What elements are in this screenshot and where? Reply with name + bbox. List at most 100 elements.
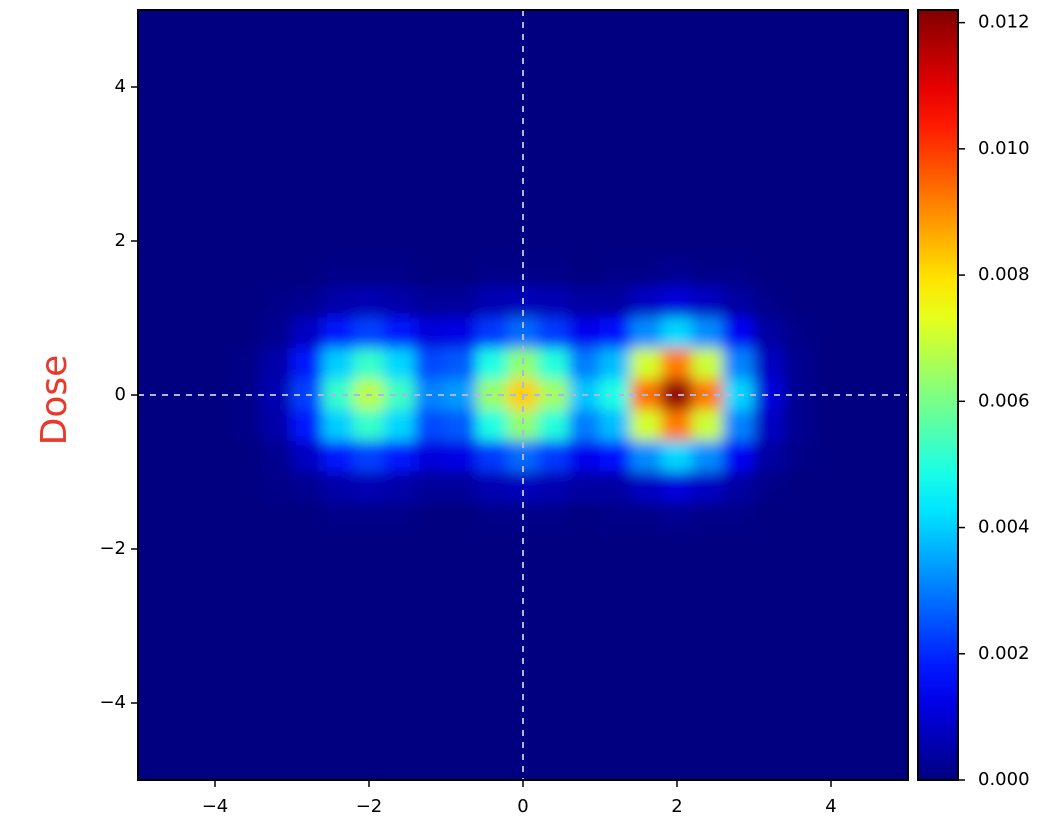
heat-cell [138, 409, 170, 442]
heat-cell [507, 533, 539, 565]
heat-cell [414, 317, 447, 350]
heat-cell [138, 286, 170, 319]
heat-cell [599, 132, 632, 165]
heat-cell [168, 625, 201, 658]
heat-cell [568, 471, 601, 504]
heat-cell [476, 163, 509, 196]
heat-cell [599, 255, 632, 288]
heat-cell [753, 656, 786, 689]
heat-cell [414, 563, 447, 596]
heat-cell [322, 40, 355, 73]
heat-cell [630, 687, 663, 719]
heat-cell [599, 533, 632, 565]
heat-cell [291, 255, 324, 288]
heat-cell [138, 656, 170, 689]
colorbar [917, 9, 959, 781]
heat-cell [537, 717, 570, 750]
heat-cell [199, 409, 231, 442]
heat-cell [568, 255, 601, 288]
heat-cell [876, 286, 908, 319]
heat-cell [260, 409, 293, 442]
heat-cell [260, 563, 293, 596]
heat-cell [876, 687, 908, 719]
heat-cell [722, 71, 755, 103]
heat-cell [815, 533, 847, 565]
heat-cell [722, 10, 755, 42]
heat-cell [876, 348, 908, 381]
heat-cell [260, 317, 293, 350]
heat-cell [722, 717, 755, 750]
heat-cell [630, 502, 663, 535]
heat-cell [845, 625, 878, 658]
heat-cell [845, 255, 878, 288]
heat-cell [414, 132, 447, 165]
heat-cell [322, 379, 355, 411]
heat-cell [784, 225, 817, 257]
heat-cell [138, 471, 170, 504]
heat-cell [568, 132, 601, 165]
heat-cell [753, 594, 786, 627]
heat-cell [168, 656, 201, 689]
heat-cell [753, 687, 786, 719]
heat-cell [568, 317, 601, 350]
heat-cell [383, 225, 416, 257]
heat-cell [722, 533, 755, 565]
heat-cell [291, 471, 324, 504]
heat-cell [199, 687, 231, 719]
heat-cell [630, 317, 663, 350]
heat-cell [476, 225, 509, 257]
heat-cell [353, 625, 385, 658]
heat-cell [229, 348, 262, 381]
heat-cell [507, 40, 539, 73]
heat-cell [476, 348, 509, 381]
heat-cell [722, 40, 755, 73]
heat-cell [784, 748, 817, 780]
heat-cell [322, 71, 355, 103]
heat-cell [353, 225, 385, 257]
heat-cell [661, 717, 693, 750]
heat-cell [753, 409, 786, 442]
heat-cell [722, 255, 755, 288]
heat-cell [138, 101, 170, 134]
heat-cell [414, 71, 447, 103]
heat-cell [815, 379, 847, 411]
heat-cell [691, 563, 724, 596]
heat-cell [753, 748, 786, 780]
heat-cell [661, 225, 693, 257]
heat-cell [784, 656, 817, 689]
heat-cell [260, 225, 293, 257]
heat-cell [876, 379, 908, 411]
heat-cell [353, 563, 385, 596]
heat-cell [476, 502, 509, 535]
heat-cell [630, 625, 663, 658]
heat-cell [199, 225, 231, 257]
heat-cell [876, 255, 908, 288]
heat-cell [845, 194, 878, 227]
heat-cell [229, 286, 262, 319]
heat-cell [537, 502, 570, 535]
heat-cell [322, 194, 355, 227]
heat-cell [260, 471, 293, 504]
heat-cell [537, 687, 570, 719]
heat-cell [476, 409, 509, 442]
heat-cell [815, 717, 847, 750]
heat-cell [722, 163, 755, 196]
heat-cell [476, 194, 509, 227]
heat-cell [229, 594, 262, 627]
heat-cell [599, 656, 632, 689]
heat-cell [383, 194, 416, 227]
heat-cell [845, 471, 878, 504]
heat-cell [568, 101, 601, 134]
heat-cell [476, 533, 509, 565]
heat-cell [383, 286, 416, 319]
heat-cell [138, 255, 170, 288]
heat-cell [876, 533, 908, 565]
heat-cell [445, 225, 478, 257]
heat-cell [630, 40, 663, 73]
heat-cell [630, 132, 663, 165]
heat-cell [537, 409, 570, 442]
heat-cell [691, 533, 724, 565]
heat-cell [383, 163, 416, 196]
heat-cell [845, 717, 878, 750]
heat-cell [507, 687, 539, 719]
